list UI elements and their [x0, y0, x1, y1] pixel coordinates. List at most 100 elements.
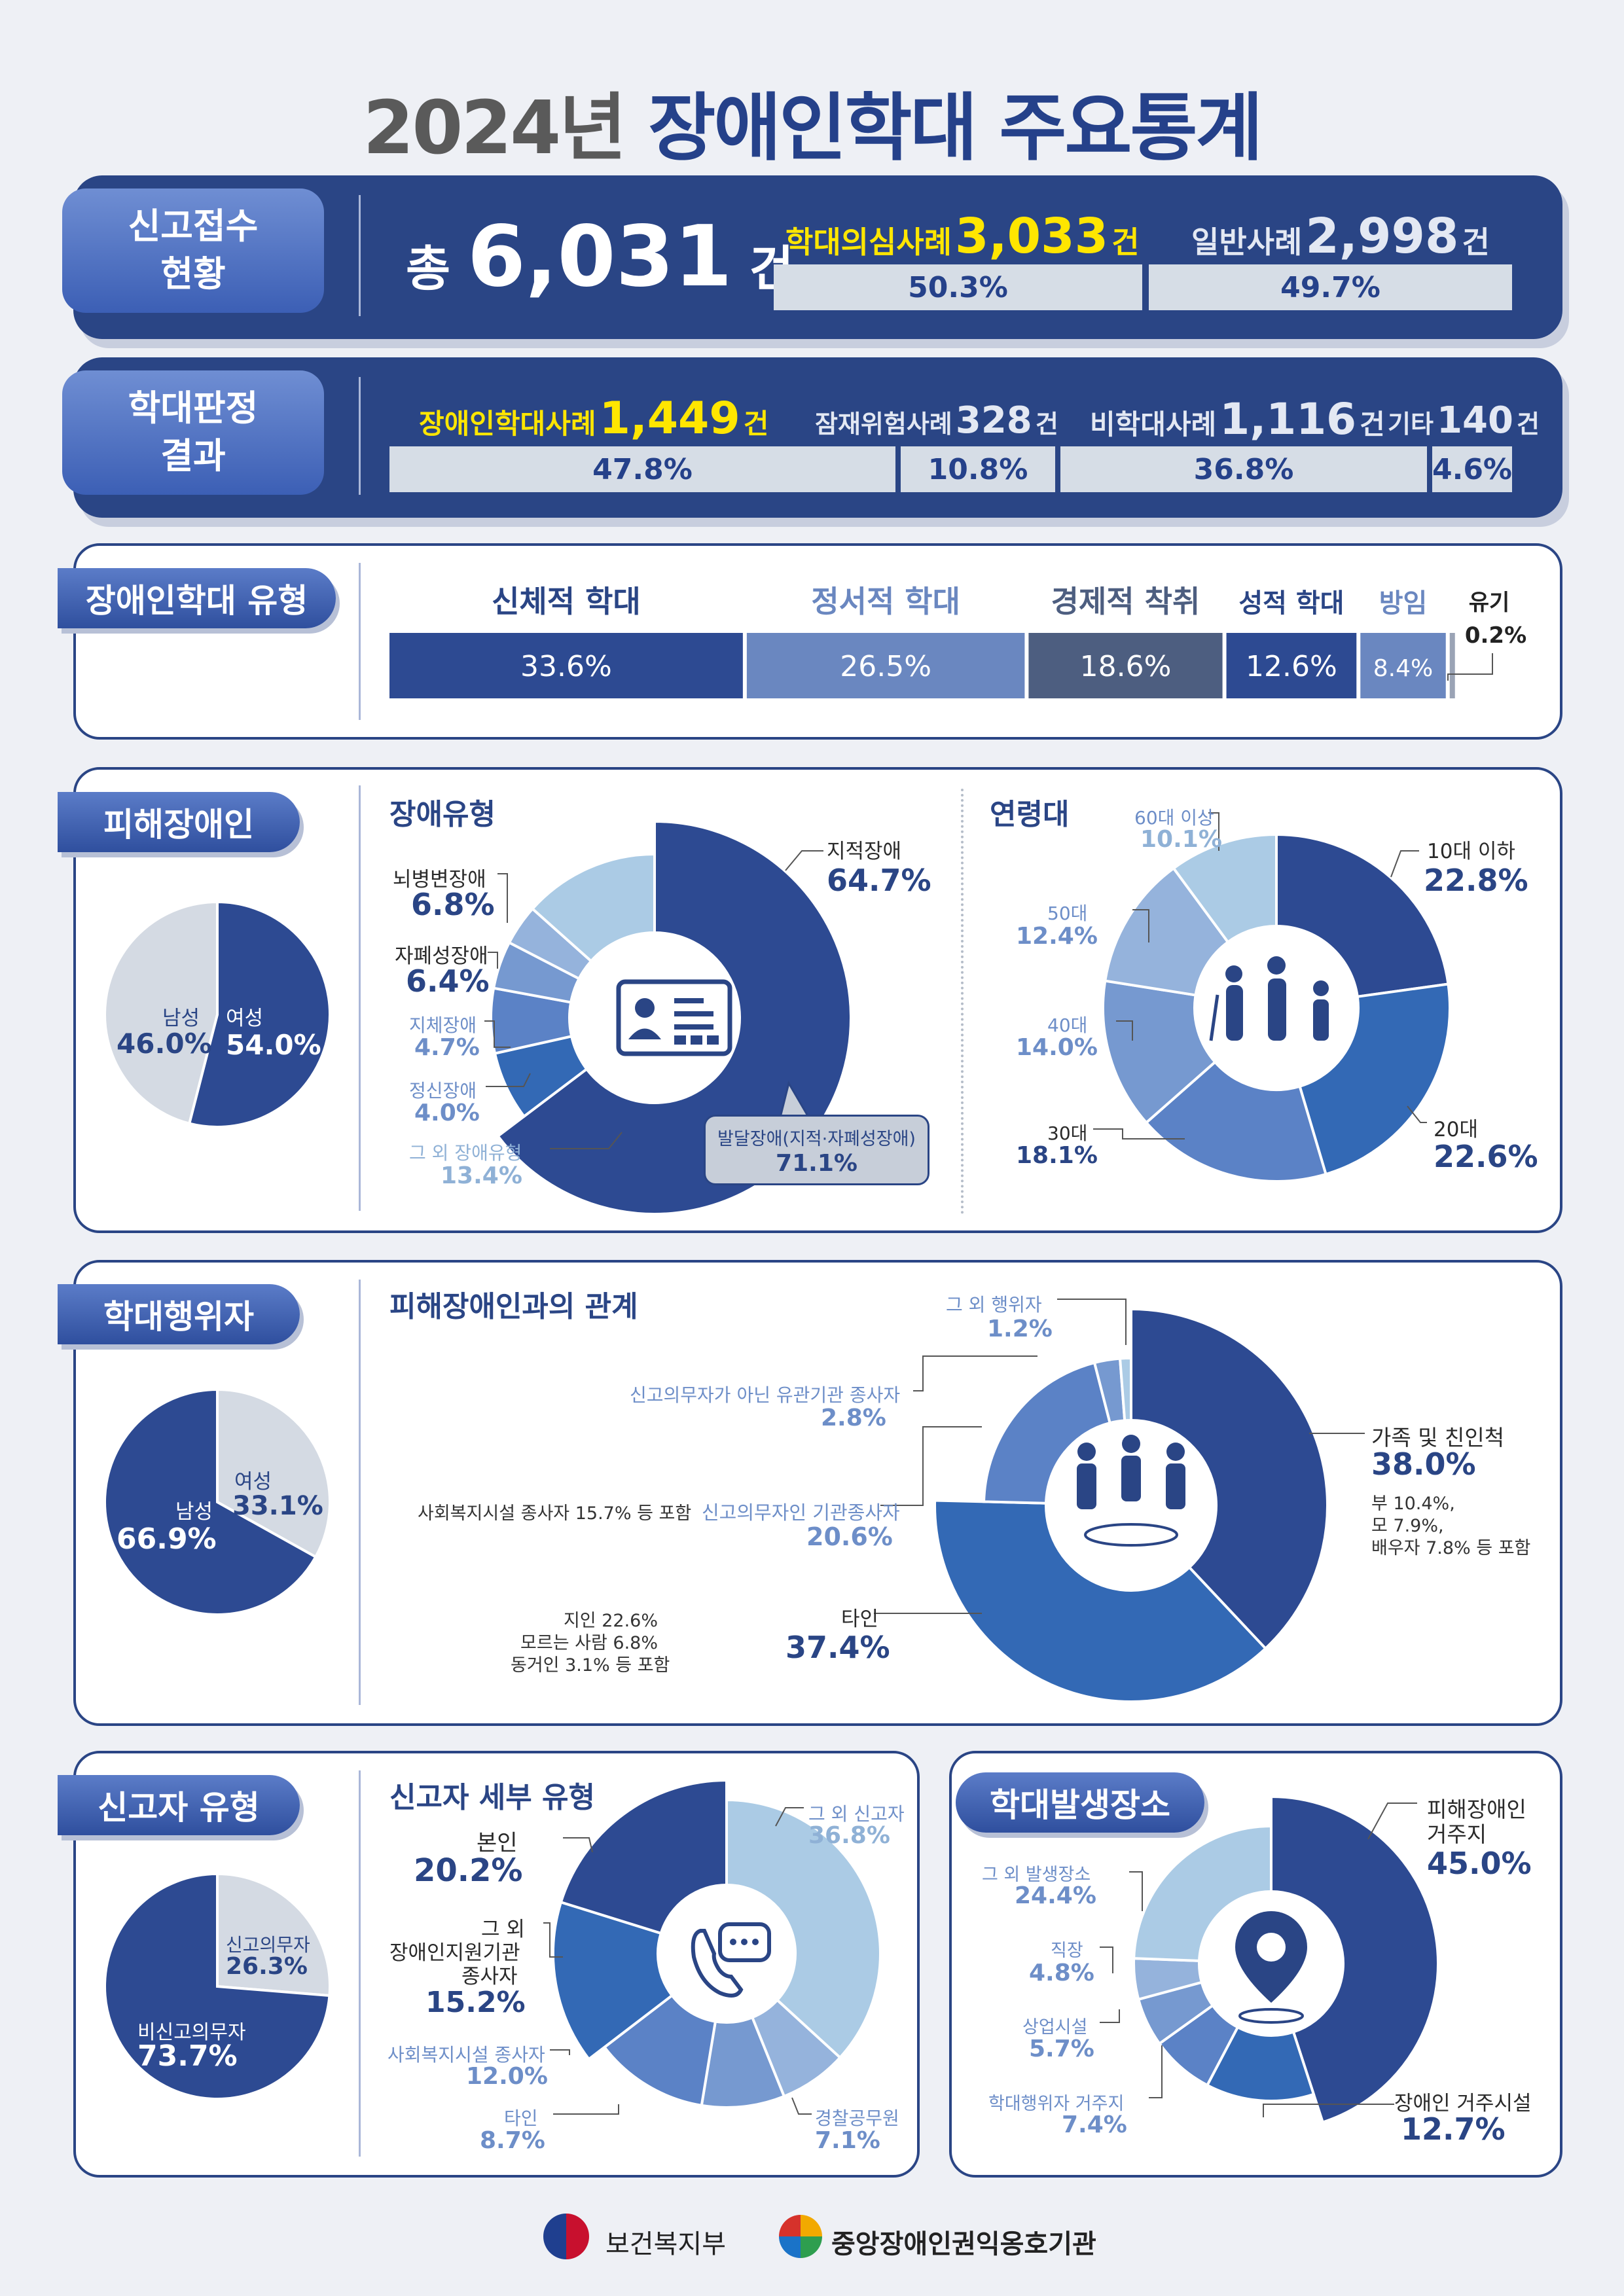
reports-label: 신고접수 현황	[62, 188, 324, 313]
disability-pct-mental: 4.0%	[414, 1100, 480, 1126]
place-pct-home: 45.0%	[1427, 1846, 1532, 1881]
id-card-icon-dot	[674, 1035, 686, 1045]
reporter-detail-label-police: 경찰공무원	[815, 2108, 899, 2129]
total-value: 6,031	[467, 208, 732, 306]
relation-label-others: 타인	[841, 1607, 879, 1631]
relation-pct-nonmand: 2.8%	[821, 1405, 886, 1431]
risk-header: 잠재위험사례 328 건	[815, 399, 1058, 442]
age-label-20: 20대	[1434, 1118, 1478, 1141]
agency-logo-icon	[779, 2215, 822, 2258]
id-card-icon-line	[674, 1024, 713, 1030]
age-pct-30: 18.1%	[1016, 1142, 1098, 1169]
relation-pct-others: 37.4%	[785, 1630, 890, 1665]
relation-note-mand: 사회복지시설 종사자 15.7% 등 포함	[418, 1503, 692, 1524]
abuse-type-name-2: 경제적 착취	[1051, 584, 1200, 619]
place-pct-perphome: 7.4%	[1062, 2111, 1127, 2138]
victim-gender-slice-0	[187, 900, 331, 1128]
adult-icon	[1267, 956, 1286, 975]
reporter-nonmand-pct: 73.7%	[137, 2039, 238, 2073]
nonabuse-count: 1,116	[1219, 394, 1357, 444]
divider	[359, 1770, 361, 2157]
age-pct-20: 22.6%	[1434, 1139, 1538, 1174]
age-pct-10: 22.8%	[1424, 863, 1528, 898]
abuse-type-name-5: 유기	[1469, 590, 1510, 616]
reporter-detail-etcinst-line2: 장애인지원기관	[389, 1941, 520, 1965]
perp-female-label: 여성	[234, 1470, 272, 1494]
place-tab: 학대발생장소	[956, 1772, 1204, 1833]
risk-pct-bar: 10.8%	[901, 446, 1055, 492]
relation-note-others-2: 모르는 사람 6.8%	[520, 1633, 658, 1653]
disability-center	[569, 933, 740, 1103]
disability-label-physical: 지체장애	[409, 1014, 477, 1036]
abuse-type-pct-0: 33.6%	[520, 650, 612, 683]
reporter-leader-self	[563, 1837, 593, 1853]
reporter-detail-pct-etcinst: 15.2%	[425, 1986, 526, 2019]
person-icon-body	[1077, 1463, 1096, 1509]
id-card-icon-body	[628, 1028, 661, 1039]
disability-pct-intellectual: 64.7%	[827, 863, 931, 898]
place-leader-work	[1100, 1946, 1113, 1973]
disability-leader-2	[488, 952, 498, 969]
suspect-count: 3,033	[955, 208, 1109, 264]
age-label-60: 60대 이상	[1134, 807, 1214, 829]
general-label: 일반사례	[1191, 224, 1303, 260]
adult-icon-body	[1268, 978, 1286, 1041]
abuse-type-bar-4	[1360, 633, 1446, 698]
perp-female-pct: 33.1%	[232, 1491, 323, 1521]
general-count: 2,998	[1305, 208, 1459, 264]
abuse-label: 장애인학대사례	[419, 408, 596, 440]
place-pct-work: 4.8%	[1029, 1960, 1094, 1986]
person-icon	[1122, 1435, 1140, 1453]
victim-male-label: 남성	[162, 1007, 200, 1030]
reporter-detail-title: 신고자 세부 유형	[389, 1781, 595, 1814]
dev-disability-pct: 71.1%	[776, 1150, 857, 1177]
perp-gender-slice-1	[103, 1388, 317, 1616]
location-base-icon	[1238, 2008, 1304, 2024]
divider	[359, 785, 361, 1211]
general-pct-bar: 49.7%	[1149, 264, 1512, 310]
person-icon	[1166, 1443, 1185, 1461]
relation-label-family: 가족 및 친인척	[1371, 1425, 1505, 1450]
total-prefix: 총	[406, 241, 451, 297]
nonabuse-unit: 건	[1360, 408, 1385, 440]
ministry-logo-icon	[543, 2214, 589, 2259]
reporter-detail-pct-others: 8.7%	[480, 2127, 545, 2154]
other-unit: 건	[1517, 410, 1540, 439]
dev-disability-callout: 발달장애(지적·자폐성장애) 71.1%	[704, 1115, 929, 1185]
id-card-icon-line	[674, 998, 704, 1003]
other-header: 기타 140 건	[1388, 399, 1540, 442]
divider	[359, 563, 361, 720]
abuse-type-bar-1	[746, 633, 1025, 698]
footer-agency: 중앙장애인권익옹호기관	[831, 2229, 1096, 2259]
relation-leader-etc	[1057, 1299, 1127, 1345]
relation-title: 피해장애인과의 관계	[389, 1290, 638, 1323]
abuse-type-name-1: 정서적 학대	[811, 584, 960, 619]
person-icon	[1077, 1443, 1096, 1461]
place-leader-etc	[1129, 1871, 1143, 1911]
age-pct-60: 10.1%	[1140, 826, 1222, 853]
disability-leader-3	[484, 1020, 511, 1048]
age-label-10: 10대 이하	[1427, 840, 1515, 863]
place-label-home-line1: 피해장애인	[1427, 1797, 1526, 1822]
place-label-etc: 그 외 발생장소	[982, 1865, 1091, 1885]
relation-label-etc: 그 외 행위자	[946, 1294, 1042, 1316]
reporter-detail-label-etc: 그 외 신고자	[808, 1803, 905, 1825]
age-leader-60	[1208, 812, 1219, 851]
place-pct-etc: 24.4%	[1015, 1882, 1096, 1909]
relation-pct-family: 38.0%	[1371, 1446, 1476, 1482]
reporter-mand-label: 신고의무자	[226, 1934, 310, 1956]
chat-dot-icon	[752, 1939, 759, 1945]
disability-pct-brain: 6.8%	[411, 887, 495, 922]
relation-note-others-3: 동거인 3.1% 등 포함	[511, 1655, 670, 1676]
reporter-detail-pct-police: 7.1%	[815, 2127, 880, 2154]
age-label-40: 40대	[1047, 1014, 1088, 1036]
reporter-leader-etcinst	[543, 1922, 563, 1958]
place-pct-residence: 12.7%	[1401, 2111, 1506, 2147]
disability-pct-autism: 6.4%	[406, 963, 490, 999]
perp-gender-slice-0	[216, 1388, 331, 1559]
victim-female-pct: 54.0%	[226, 1029, 321, 1061]
risk-unit: 건	[1035, 410, 1058, 439]
divider	[359, 377, 361, 495]
title-main: 장애인학대 주요통계	[648, 86, 1263, 171]
